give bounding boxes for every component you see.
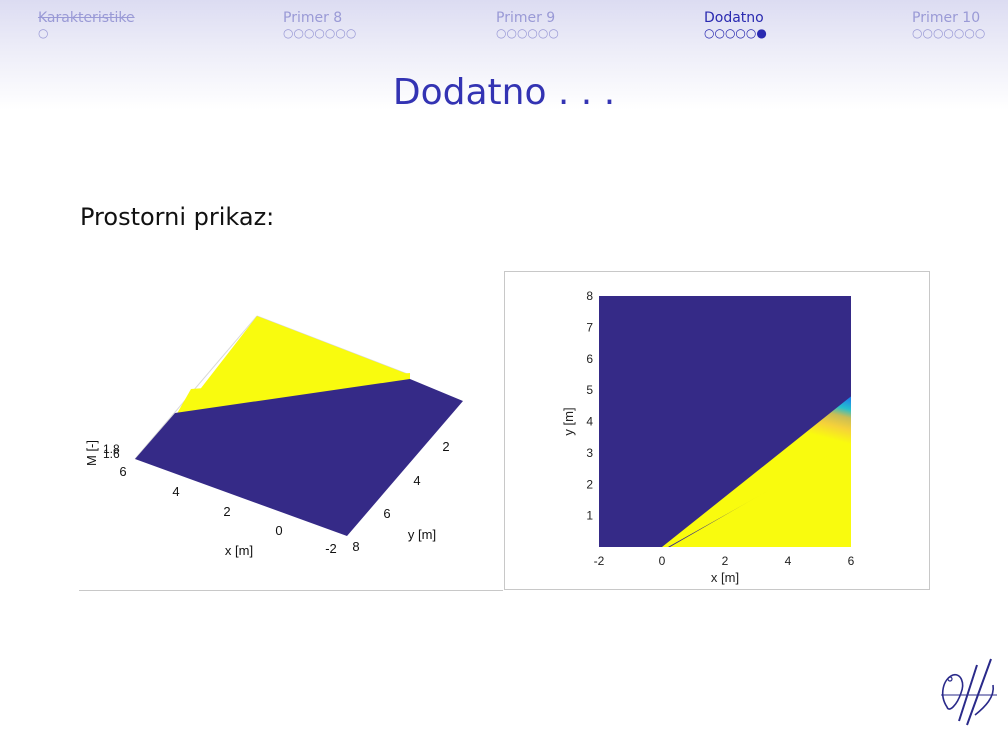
nav-section-primer-8[interactable]: Primer 8 ○○○○○○○ <box>283 10 356 40</box>
nav-section-primer-10[interactable]: Primer 10 ○○○○○○○ <box>912 10 985 40</box>
institution-logo <box>937 655 999 730</box>
y-axis-label: y [m] <box>561 407 576 435</box>
x-tick-label: 4 <box>785 554 792 568</box>
nav-section-dots[interactable]: ○○○○○● <box>704 26 767 40</box>
y-tick-label: 3 <box>586 446 593 460</box>
y-axis-label: y [m] <box>408 527 436 542</box>
nav-section-dots[interactable]: ○○○○○○ <box>496 26 559 40</box>
y-tick-label: 2 <box>442 439 449 454</box>
y-tick-label: 7 <box>586 320 593 334</box>
heatmap-transition-band <box>662 396 851 547</box>
nav-section-dodatno[interactable]: Dodatno ○○○○○● <box>704 10 767 40</box>
nav-section-label: Karakteristike <box>38 10 135 26</box>
nav-section-karakteristike[interactable]: Karakteristike ○ <box>38 10 135 40</box>
nav-section-dots[interactable]: ○○○○○○○ <box>283 26 357 40</box>
nav-header: Karakteristike ○ Primer 8 ○○○○○○○ Primer… <box>0 0 1008 110</box>
nav-section-label: Primer 9 <box>496 10 556 26</box>
nav-section-label: Primer 8 <box>283 10 343 26</box>
y-tick-label: 6 <box>383 506 390 521</box>
x-axis-label: x [m] <box>225 543 253 558</box>
z-axis-label: M [-] <box>84 440 99 466</box>
surface-plot-3d: 6 4 2 0 -2 2 4 6 8 1.8 1.6 x [m] y [m] M [-] <box>79 271 503 591</box>
slide-text: Prostorni prikaz: <box>80 203 275 231</box>
top-view-plot: -2 0 2 4 6 1 2 3 4 5 6 7 8 x [m] y [m] <box>504 271 930 590</box>
x-tick-label: -2 <box>325 541 337 556</box>
x-tick-label: 4 <box>172 484 179 499</box>
x-tick-label: 2 <box>722 554 729 568</box>
slide-title: Dodatno . . . <box>392 72 616 113</box>
x-axis-label: x [m] <box>711 570 739 585</box>
y-tick-label: 4 <box>586 415 593 429</box>
y-tick-label: 8 <box>352 539 359 554</box>
x-tick-label: 6 <box>119 464 126 479</box>
nav-section-primer-9[interactable]: Primer 9 ○○○○○○ <box>496 10 559 40</box>
z-tick-label: 1.8 <box>103 442 120 456</box>
x-tick-label: -2 <box>594 554 605 568</box>
x-tick-label: 0 <box>275 523 282 538</box>
surface-region-low <box>135 379 463 536</box>
axis-box-edge <box>134 315 258 460</box>
y-tick-label: 4 <box>413 473 420 488</box>
nav-section-label: Dodatno <box>704 10 764 26</box>
y-tick-label: 5 <box>586 383 593 397</box>
top-view-svg: -2 0 2 4 6 1 2 3 4 5 6 7 8 x [m] y [m] <box>561 289 855 585</box>
nav-section-label: Primer 10 <box>912 10 981 26</box>
y-tick-label: 8 <box>586 289 593 303</box>
x-tick-label: 6 <box>848 554 855 568</box>
y-tick-label: 1 <box>586 509 593 523</box>
z-tick-label: 1.6 <box>103 447 120 461</box>
nav-section-dots[interactable]: ○ <box>38 26 49 40</box>
nav-section-dots[interactable]: ○○○○○○○ <box>912 26 986 40</box>
surface-plot-svg: 6 4 2 0 -2 2 4 6 8 1.81.6 x [m] y [m] M [-] <box>84 315 463 558</box>
y-tick-label: 2 <box>586 477 593 491</box>
x-tick-label: 0 <box>659 554 666 568</box>
x-tick-label: 2 <box>223 504 230 519</box>
y-tick-label: 6 <box>586 352 593 366</box>
